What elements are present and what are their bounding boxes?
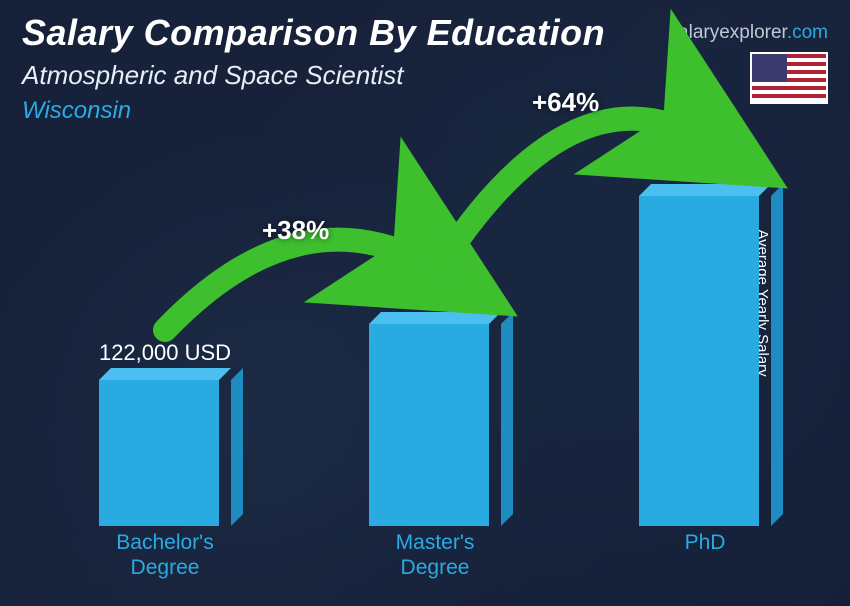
bar-2: 275,000 USD [630, 156, 780, 526]
bar-value-label: 122,000 USD [99, 340, 231, 366]
chart-area: 122,000 USD 168,000 USD 275,000 USD Bachel… [90, 150, 780, 580]
bar-3d [99, 380, 231, 526]
xlabel-1: Master'sDegree [360, 530, 510, 580]
header: Salary Comparison By Education salaryexp… [22, 12, 828, 125]
bar-value-label: 168,000 USD [369, 284, 501, 310]
brand: salaryexplorer.com [669, 22, 828, 44]
bars-container: 122,000 USD168,000 USD275,000 USD [90, 166, 780, 526]
brand-dot: .com [787, 22, 828, 43]
bar-3d [369, 324, 501, 526]
chart-title: Salary Comparison By Education [22, 12, 605, 54]
xlabel-0: Bachelor'sDegree [90, 530, 240, 580]
flag-icon [750, 52, 828, 104]
bar-value-label: 275,000 USD [639, 156, 771, 182]
brand-name: salaryexplorer [669, 22, 787, 43]
xlabel-2: PhD [630, 530, 780, 580]
xlabels-container: Bachelor'sDegree Master'sDegree PhD [90, 530, 780, 580]
bar-0: 122,000 USD [90, 340, 240, 526]
chart-location: Wisconsin [22, 97, 828, 125]
chart-subtitle: Atmospheric and Space Scientist [22, 60, 828, 91]
bar-3d [639, 196, 771, 526]
bar-1: 168,000 USD [360, 284, 510, 526]
